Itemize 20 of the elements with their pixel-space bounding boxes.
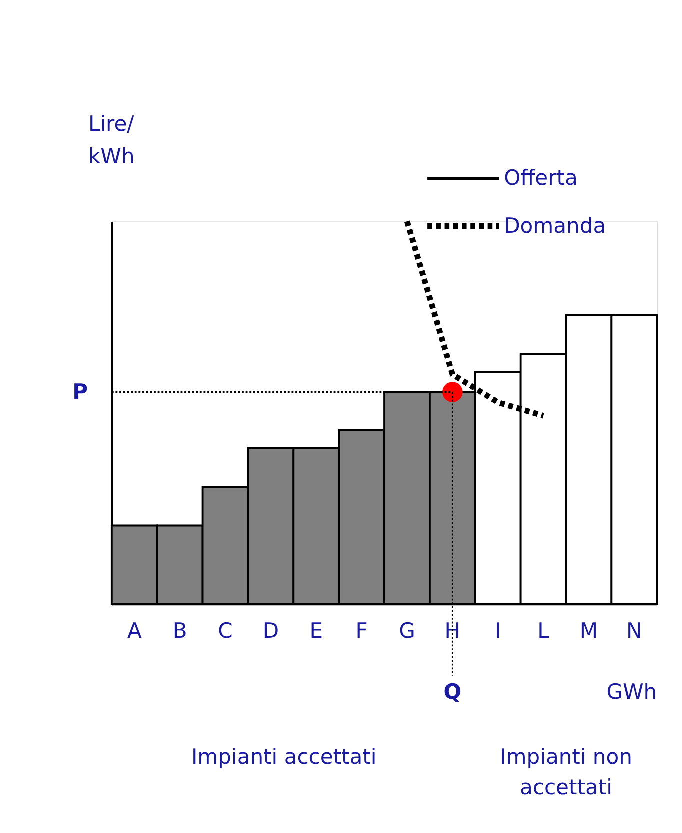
x-tick-label: I [495,618,502,644]
legend-label: Domanda [504,213,606,238]
text: Impianti non accettati [500,744,632,800]
x-tick-label: E [310,618,324,644]
x-axis-title: GWh [606,678,658,704]
ref-line-label: Q [444,678,462,704]
x-tick-label: G [399,618,416,644]
legend-label: Offerta [504,165,578,190]
x-tick-label: L [538,618,550,644]
x-tick-label: H [444,618,461,644]
ref-line-label: P [72,378,88,404]
x-tick-label: C [218,618,233,644]
x-tick-label: B [172,618,188,644]
y-axis-title: Lire/kWh [88,111,136,169]
x-tick-label: D [262,618,280,644]
x-tick-label: A [127,618,142,644]
x-tick-label: F [356,618,368,644]
x-tick-label: N [626,618,642,644]
x-tick-label: M [580,618,598,644]
text: Impianti accettati [191,744,377,769]
